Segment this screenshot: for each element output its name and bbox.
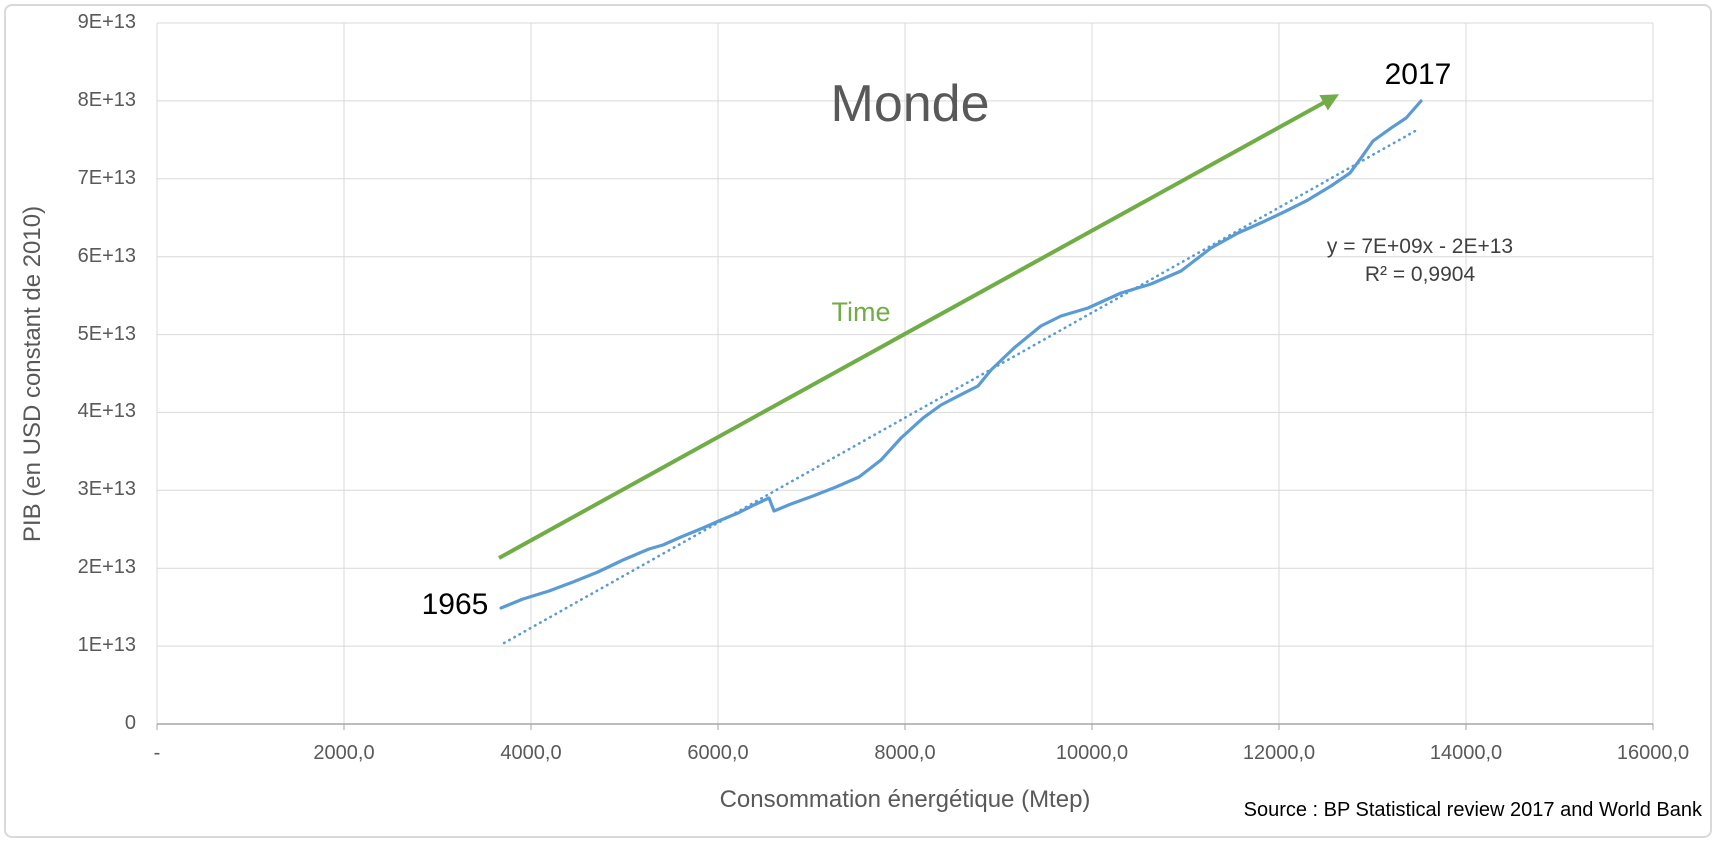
y-tick-label: 8E+13 xyxy=(77,88,136,111)
x-tick-label: 8000,0 xyxy=(874,742,936,764)
x-axis-line xyxy=(156,723,1654,730)
x-tick-label: - xyxy=(153,742,161,764)
trendline-equation-block: y = 7E+09x - 2E+13 R² = 0,9904 xyxy=(1290,233,1550,289)
y-tick-label: 1E+13 xyxy=(77,634,136,657)
x-tick-label: 4000,0 xyxy=(500,742,562,764)
x-tick-label: 2000,0 xyxy=(313,742,375,764)
chart-frame xyxy=(4,4,1712,838)
year-end-label: 2017 xyxy=(1384,58,1452,91)
y-tick-label: 5E+13 xyxy=(77,322,136,345)
chart-title: Monde xyxy=(830,75,990,133)
y-tick-label: 4E+13 xyxy=(77,400,136,423)
x-axis-title: Consommation énergétique (Mtep) xyxy=(719,786,1091,813)
y-tick-label: 9E+13 xyxy=(77,11,136,33)
trendline-equation: y = 7E+09x - 2E+13 xyxy=(1326,235,1514,258)
trendline-r2: R² = 0,9904 xyxy=(1364,263,1476,286)
y-tick-label: 2E+13 xyxy=(77,556,136,579)
x-tick-label: 16000,0 xyxy=(1616,742,1690,764)
year-start-label: 1965 xyxy=(421,588,489,621)
y-tick-label: 3E+13 xyxy=(77,478,136,501)
y-tick-label: 6E+13 xyxy=(77,244,136,267)
time-arrow xyxy=(498,94,1339,560)
trendline xyxy=(502,127,1421,645)
x-tick-label: 12000,0 xyxy=(1242,742,1316,764)
x-tick-label: 6000,0 xyxy=(687,742,749,764)
x-tick-label: 10000,0 xyxy=(1055,742,1129,764)
x-tick-label: 14000,0 xyxy=(1429,742,1503,764)
y-tick-label: 0 xyxy=(124,712,136,734)
time-arrow-label: Time xyxy=(831,297,891,327)
gdp-energy-line xyxy=(499,99,1423,610)
y-tick-label: 7E+13 xyxy=(77,166,136,189)
source-note: Source : BP Statistical review 2017 and … xyxy=(1243,799,1702,821)
